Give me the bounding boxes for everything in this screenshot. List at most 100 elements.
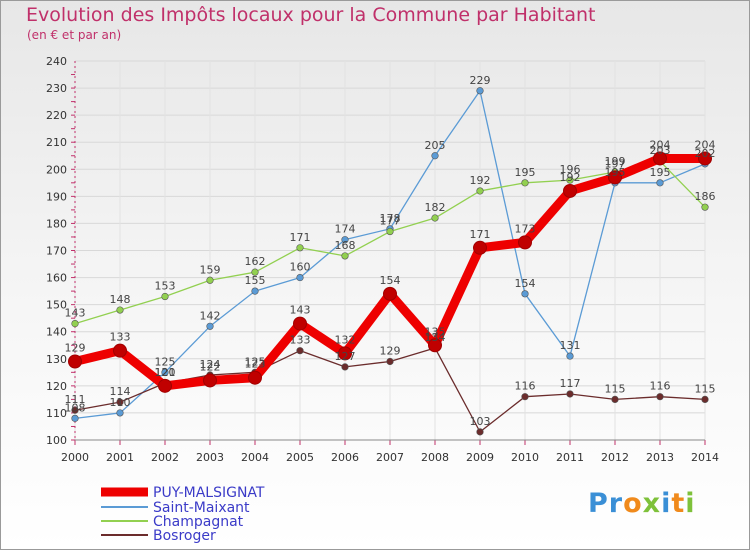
x-tick-label: 2006 bbox=[331, 451, 359, 464]
data-label: 171 bbox=[470, 228, 491, 241]
data-point bbox=[116, 398, 124, 406]
data-label: 186 bbox=[695, 190, 716, 203]
data-point bbox=[341, 236, 349, 244]
data-label: 142 bbox=[200, 309, 221, 322]
data-point bbox=[296, 273, 304, 282]
data-point bbox=[701, 395, 709, 403]
y-tick-label: 150 bbox=[46, 299, 67, 312]
x-tick-label: 2013 bbox=[646, 451, 674, 464]
x-tick-label: 2003 bbox=[196, 451, 224, 464]
data-label: 127 bbox=[335, 350, 356, 363]
y-tick-label: 240 bbox=[46, 55, 67, 68]
data-point bbox=[203, 373, 217, 388]
x-tick-label: 2011 bbox=[556, 451, 584, 464]
data-label: 110 bbox=[110, 396, 131, 409]
y-tick-label: 220 bbox=[46, 109, 67, 122]
data-label: 199 bbox=[605, 155, 626, 168]
data-label: 195 bbox=[605, 166, 626, 179]
data-point bbox=[611, 395, 619, 403]
x-tick-label: 2001 bbox=[106, 451, 134, 464]
data-point bbox=[521, 179, 529, 187]
data-point bbox=[521, 290, 529, 298]
data-point bbox=[476, 187, 484, 195]
x-tick-label: 2005 bbox=[286, 451, 314, 464]
x-tick-label: 2014 bbox=[691, 451, 719, 464]
data-label: 111 bbox=[65, 393, 86, 406]
data-point bbox=[431, 152, 439, 160]
data-label: 168 bbox=[335, 239, 356, 252]
data-label: 153 bbox=[155, 280, 176, 293]
data-point bbox=[161, 292, 169, 301]
data-label: 202 bbox=[695, 147, 716, 160]
data-label: 132 bbox=[335, 333, 356, 346]
data-point bbox=[248, 370, 262, 385]
data-point bbox=[653, 151, 667, 166]
proxiti-logo: Proxiti bbox=[588, 488, 696, 519]
data-label: 154 bbox=[380, 274, 401, 287]
data-label: 125 bbox=[155, 355, 176, 368]
data-label: 129 bbox=[380, 344, 401, 357]
x-axis-ticks: 2000 2001 2002 2003 2004 2005 2006 2007 2008 2009… bbox=[61, 451, 719, 464]
data-label: 203 bbox=[650, 144, 671, 157]
chart-subtitle: (en € et par an) bbox=[27, 28, 122, 42]
data-point bbox=[206, 322, 214, 330]
data-point bbox=[296, 347, 304, 355]
data-point bbox=[701, 203, 709, 211]
data-label: 204 bbox=[650, 138, 671, 151]
data-point bbox=[521, 393, 529, 401]
y-tick-label: 180 bbox=[46, 217, 67, 230]
data-point bbox=[656, 393, 664, 401]
data-label: 173 bbox=[515, 222, 536, 235]
data-point bbox=[656, 179, 664, 187]
data-point bbox=[698, 151, 712, 166]
y-tick-label: 230 bbox=[46, 82, 67, 95]
data-label: 120 bbox=[155, 366, 176, 379]
data-label: 195 bbox=[515, 166, 536, 179]
y-tick-label: 120 bbox=[46, 380, 67, 393]
legend: PUY-MALSIGNATSaint-MaixantChampagnatBosr… bbox=[101, 485, 265, 544]
x-tick-label: 2000 bbox=[61, 451, 89, 464]
data-label: 108 bbox=[65, 401, 86, 414]
x-tick-label: 2002 bbox=[151, 451, 179, 464]
data-point bbox=[68, 354, 82, 369]
x-tick-label: 2010 bbox=[511, 451, 539, 464]
legend-label: Champagnat bbox=[153, 514, 244, 530]
data-point bbox=[608, 170, 622, 185]
data-label: 160 bbox=[290, 261, 311, 274]
data-label: 133 bbox=[110, 331, 131, 344]
chart-title: Evolution des Impôts locaux pour la Comm… bbox=[26, 4, 596, 26]
data-point bbox=[566, 176, 574, 184]
data-label: 131 bbox=[560, 339, 581, 352]
data-label: 154 bbox=[515, 277, 536, 290]
y-tick-label: 210 bbox=[46, 136, 67, 149]
y-tick-label: 100 bbox=[46, 434, 67, 447]
data-label: 197 bbox=[605, 157, 626, 170]
x-tick-label: 2008 bbox=[421, 451, 449, 464]
data-point bbox=[383, 286, 397, 301]
x-tick-label: 2012 bbox=[601, 451, 629, 464]
data-point bbox=[566, 352, 574, 360]
y-tick-label: 160 bbox=[46, 272, 67, 285]
data-label: 143 bbox=[290, 304, 311, 317]
y-tick-label: 140 bbox=[46, 326, 67, 339]
data-point bbox=[341, 363, 349, 371]
y-tick-label: 110 bbox=[46, 407, 67, 420]
data-label: 229 bbox=[470, 74, 491, 87]
y-tick-label: 170 bbox=[46, 245, 67, 258]
data-point bbox=[158, 378, 172, 393]
data-label: 143 bbox=[65, 307, 86, 320]
data-label: 116 bbox=[650, 380, 671, 393]
data-label: 182 bbox=[425, 201, 446, 214]
data-label: 115 bbox=[695, 382, 716, 395]
data-label: 178 bbox=[380, 212, 401, 225]
data-point bbox=[476, 87, 484, 95]
data-label: 135 bbox=[425, 325, 446, 338]
data-point bbox=[341, 252, 349, 260]
data-label: 116 bbox=[515, 380, 536, 393]
data-label: 174 bbox=[335, 223, 356, 236]
data-point bbox=[161, 368, 169, 376]
axes bbox=[71, 61, 706, 445]
data-label: 148 bbox=[110, 293, 131, 306]
